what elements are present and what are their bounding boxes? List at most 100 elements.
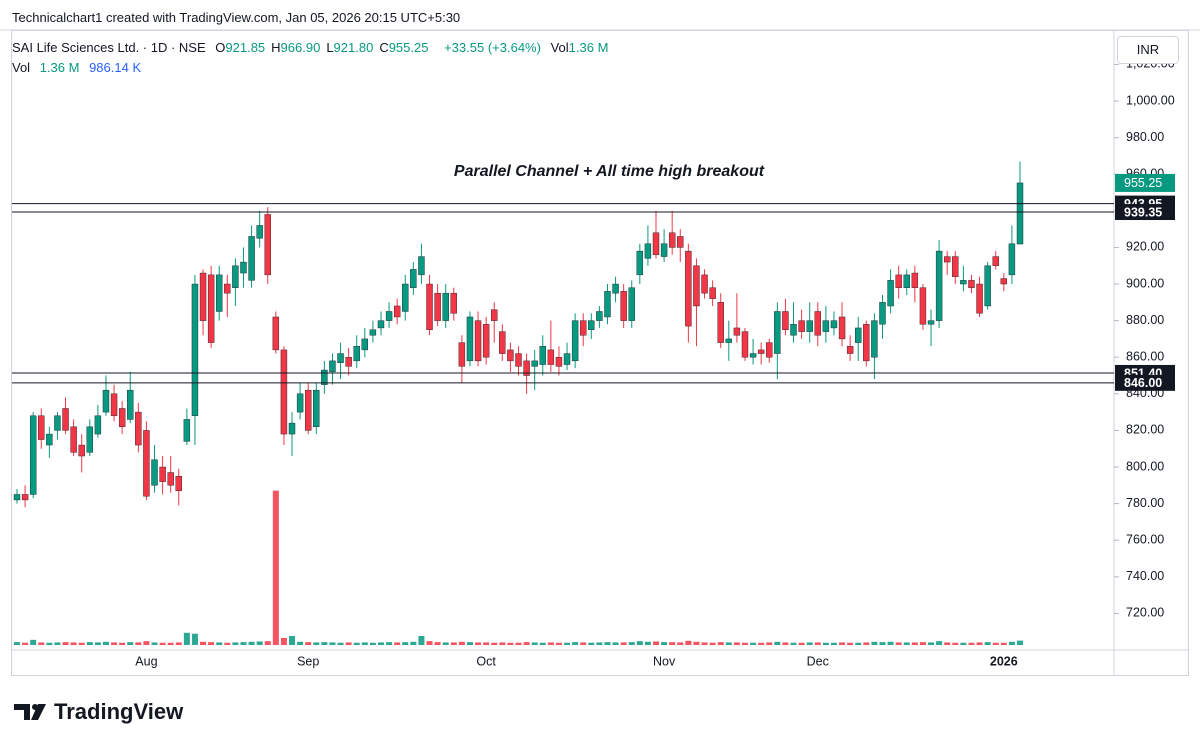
candle-body <box>725 338 733 343</box>
volume-bar <box>434 642 441 645</box>
candle-body <box>1008 243 1016 276</box>
candle-body <box>749 353 757 358</box>
volume-bar <box>887 641 894 645</box>
logo-mark <box>31 704 46 720</box>
candles <box>13 161 1024 508</box>
candle-body <box>709 287 716 299</box>
volume-bar <box>968 642 975 645</box>
candle-body <box>450 292 457 314</box>
ohlc-value: 921.85 <box>225 40 266 55</box>
volume-bar <box>151 642 158 645</box>
candle-body <box>466 316 474 362</box>
volume-bar <box>564 642 571 645</box>
volume-bar <box>240 642 247 645</box>
volume-bar <box>555 642 562 645</box>
candle-body <box>458 342 466 367</box>
candle-body <box>571 320 579 362</box>
candle-body <box>216 274 223 312</box>
candle-body <box>418 256 425 276</box>
volume-bar <box>1008 641 1015 645</box>
y-tick-label: 860.00 <box>1126 350 1164 364</box>
volume-bar <box>458 641 465 645</box>
candle-body <box>13 494 21 501</box>
volume-bar <box>766 642 773 645</box>
credit: Technicalchart1 created with TradingView… <box>12 10 461 25</box>
candle-body <box>94 415 102 435</box>
volume-bar <box>507 642 514 645</box>
candle-body <box>118 408 126 427</box>
candle-body <box>70 426 77 453</box>
volume-bar <box>14 642 20 645</box>
candle-body <box>442 292 449 321</box>
candle-body <box>863 324 870 362</box>
candle-body <box>393 305 401 318</box>
candle-body <box>701 274 708 294</box>
volume-bar <box>86 642 93 645</box>
indicator-value: 1.36 M <box>39 60 80 75</box>
volume-bar <box>879 642 886 645</box>
x-tick-label: Nov <box>653 654 676 668</box>
candle-body <box>167 472 174 486</box>
candle-body <box>822 320 830 332</box>
volume-bar <box>992 642 999 645</box>
volume-bar <box>208 642 215 645</box>
candle-body <box>604 291 611 318</box>
volume-bar <box>321 642 328 645</box>
volume-bar <box>596 642 603 645</box>
candle-body <box>54 415 61 431</box>
volume-bar <box>725 642 732 645</box>
candle-body <box>1000 278 1008 285</box>
volume-bar <box>661 642 668 645</box>
y-tick-label: 900.00 <box>1126 276 1164 290</box>
candle-body <box>410 269 417 288</box>
volume-bar <box>167 642 174 645</box>
change: +33.55 (+3.64%) <box>444 40 541 55</box>
volume-bar <box>523 642 530 645</box>
candle-body <box>944 256 951 263</box>
volume-bar <box>895 642 902 645</box>
annotation: Parallel Channel + All time high breakou… <box>454 163 765 180</box>
x-tick-label: Aug <box>135 654 157 668</box>
candle-body <box>515 353 522 367</box>
volume-bar <box>127 642 134 645</box>
y-tick-label: 780.00 <box>1126 496 1164 510</box>
volume-bar <box>839 642 846 645</box>
y-tick-label: 1,000.00 <box>1126 93 1175 107</box>
price-tag <box>1115 173 1175 192</box>
volume-bar <box>741 642 748 645</box>
candle-body <box>976 283 983 314</box>
candle-body <box>110 393 118 416</box>
volume-bar <box>620 642 627 645</box>
volume-bar <box>653 641 660 645</box>
volume-bar <box>466 642 473 645</box>
volume-bar <box>159 642 166 645</box>
volume-bar <box>677 642 684 645</box>
candle-body <box>304 389 312 431</box>
volume-bar <box>224 642 231 645</box>
candle-body <box>175 475 182 492</box>
legend: SAI Life Sciences Ltd. · 1D · NSE O921.8… <box>12 40 620 55</box>
volume-bar <box>402 642 409 645</box>
ohlc-value: 966.90 <box>280 40 321 55</box>
level-tag-label: 846.00 <box>1124 376 1162 390</box>
candle-body <box>895 274 902 288</box>
candle-body <box>547 349 555 365</box>
candle-body <box>798 320 805 332</box>
y-tick-label: 980.00 <box>1126 130 1164 144</box>
candle-body <box>855 327 862 343</box>
candle-body <box>369 329 377 336</box>
volume-bar <box>62 642 69 645</box>
volume-bar <box>256 641 263 645</box>
candle-body <box>652 232 660 255</box>
candle-body <box>232 265 239 288</box>
candle-body <box>628 287 635 321</box>
indicator-name: Vol <box>12 60 31 75</box>
volume-bar <box>70 642 77 645</box>
candle-body <box>86 426 93 453</box>
volume-bar <box>903 642 910 645</box>
candle-body <box>482 324 490 358</box>
volume-bar <box>701 642 708 645</box>
candle-body <box>159 466 166 482</box>
volume-bar <box>1017 640 1023 645</box>
